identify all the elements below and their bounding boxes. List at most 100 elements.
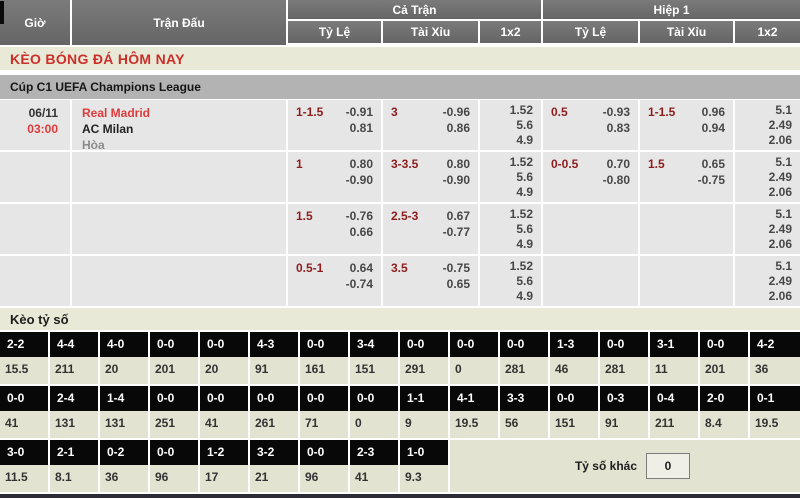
score-bet-cell[interactable]: 4-2 36 <box>750 332 800 384</box>
score-odds: 151 <box>555 416 576 430</box>
league-header[interactable]: Cúp C1 UEFA Champions League <box>0 75 800 100</box>
score-bet-cell[interactable]: 0-0 281 <box>500 332 550 384</box>
ft-over-under-cell[interactable]: 3 -0.96 0.86 <box>383 100 480 150</box>
ft-over-under-cell[interactable]: 3.5 -0.75 0.65 <box>383 256 480 306</box>
h1-over-under-cell[interactable]: 1-1.5 0.96 0.94 <box>640 100 735 150</box>
score-bet-cell[interactable]: 3-2 21 <box>250 440 300 492</box>
h1-over-under-cell[interactable]: 1.5 0.65 -0.75 <box>640 152 735 202</box>
score-bet-cell[interactable]: 1-3 46 <box>550 332 600 384</box>
ft-handicap-line: 0.5-1 <box>296 261 324 275</box>
score-bet-cell[interactable]: 4-1 19.5 <box>450 386 500 438</box>
ft-handicap-line: 1.5 <box>296 209 313 223</box>
score-label: 0-0 <box>300 386 348 411</box>
ft-over-under-cell[interactable]: 2.5-3 0.67 -0.77 <box>383 204 480 254</box>
ft-handicap-cell[interactable]: 0.5-1 0.64 -0.74 <box>288 256 383 306</box>
score-bet-cell[interactable]: 0-0 291 <box>400 332 450 384</box>
ft-over-under-cell[interactable]: 3-3.5 0.80 -0.90 <box>383 152 480 202</box>
score-odds: 91 <box>255 362 269 376</box>
score-bet-cell[interactable]: 2-0 8.4 <box>700 386 750 438</box>
ft-handicap-cell[interactable]: 1 0.80 -0.90 <box>288 152 383 202</box>
ft-handicap-line: 1 <box>296 157 303 171</box>
h1-1x2-cell[interactable]: 5.1 2.49 2.06 <box>735 100 800 150</box>
score-bet-cell[interactable]: 3-1 11 <box>650 332 700 384</box>
score-bet-cell[interactable]: 3-4 151 <box>350 332 400 384</box>
score-bet-cell[interactable]: 0-1 19.5 <box>750 386 800 438</box>
score-section-header: Kèo tỷ số <box>0 308 800 332</box>
score-bet-cell[interactable]: 0-3 91 <box>600 386 650 438</box>
score-label: 0-0 <box>150 386 198 411</box>
score-bet-cell[interactable]: 1-0 9.3 <box>400 440 450 492</box>
score-bet-cell[interactable]: 0-0 0 <box>350 386 400 438</box>
score-bet-cell[interactable]: 2-3 41 <box>350 440 400 492</box>
score-bet-cell[interactable]: 0-0 261 <box>250 386 300 438</box>
col-header-ft-handicap: Tỷ Lệ <box>288 21 383 43</box>
score-bet-cell[interactable]: 0-0 151 <box>550 386 600 438</box>
score-label: 0-4 <box>650 386 698 411</box>
score-bet-cell[interactable]: 0-0 201 <box>150 332 200 384</box>
score-bet-cell[interactable]: 0-0 281 <box>600 332 650 384</box>
bottom-scrollbar[interactable] <box>0 494 800 498</box>
score-bet-cell[interactable]: 0-0 20 <box>200 332 250 384</box>
home-team-name[interactable]: Real Madrid <box>82 106 151 120</box>
match-teams-cell: Real Madrid AC Milan Hòa <box>72 100 288 152</box>
odds-rows: 06/11 03:00 Real Madrid AC Milan Hòa 1-1… <box>0 100 800 308</box>
score-odds: 8.1 <box>55 470 72 484</box>
ft-handicap-cell[interactable]: 1-1.5 -0.91 0.81 <box>288 100 383 150</box>
score-label: 0-0 <box>300 332 348 357</box>
score-odds: 56 <box>505 416 519 430</box>
score-bet-cell[interactable]: 2-2 15.5 <box>0 332 50 384</box>
score-bet-cell[interactable]: 0-0 71 <box>300 386 350 438</box>
h1-1x2-cell[interactable]: 5.1 2.49 2.06 <box>735 152 800 202</box>
score-bet-cell[interactable]: 3-3 56 <box>500 386 550 438</box>
ft-handicap-cell[interactable]: 1.5 -0.76 0.66 <box>288 204 383 254</box>
score-bet-cell[interactable]: 0-0 0 <box>450 332 500 384</box>
ft-1x2-cell[interactable]: 1.52 5.6 4.9 <box>480 256 543 306</box>
score-odds: 131 <box>55 416 76 430</box>
score-odds: 281 <box>505 362 526 376</box>
score-odds: 291 <box>405 362 426 376</box>
h1-over-under-cell <box>640 204 735 254</box>
score-bet-cell[interactable]: 0-0 251 <box>150 386 200 438</box>
score-bet-cell[interactable]: 4-4 211 <box>50 332 100 384</box>
col-header-ft-over-under: Tài Xỉu <box>383 21 480 43</box>
score-bet-cell[interactable]: 0-0 41 <box>0 386 50 438</box>
score-odds: 41 <box>205 416 219 430</box>
score-label: 0-0 <box>250 386 298 411</box>
score-odds: 281 <box>605 362 626 376</box>
score-bet-cell[interactable]: 2-4 131 <box>50 386 100 438</box>
score-odds: 21 <box>255 470 269 484</box>
score-bet-cell[interactable]: 0-0 201 <box>700 332 750 384</box>
score-bet-cell[interactable]: 3-0 11.5 <box>0 440 50 492</box>
h1-1x2-cell[interactable]: 5.1 2.49 2.06 <box>735 256 800 306</box>
ft-1x2-cell[interactable]: 1.52 5.6 4.9 <box>480 204 543 254</box>
score-bet-cell[interactable]: 4-3 91 <box>250 332 300 384</box>
away-team-name[interactable]: AC Milan <box>82 122 134 136</box>
score-bet-cell[interactable]: 2-1 8.1 <box>50 440 100 492</box>
score-bet-cell[interactable]: 4-0 20 <box>100 332 150 384</box>
ft-1x2-cell[interactable]: 1.52 5.6 4.9 <box>480 100 543 150</box>
score-label: 1-2 <box>200 440 248 465</box>
score-bet-cell[interactable]: 0-0 96 <box>300 440 350 492</box>
ft-1x2-cell[interactable]: 1.52 5.6 4.9 <box>480 152 543 202</box>
score-bet-cell[interactable]: 0-0 41 <box>200 386 250 438</box>
h1-1x2-cell[interactable]: 5.1 2.49 2.06 <box>735 204 800 254</box>
score-bet-cell[interactable]: 0-2 36 <box>100 440 150 492</box>
ft-handicap-line: 1-1.5 <box>296 105 324 119</box>
score-bet-cell[interactable]: 1-2 17 <box>200 440 250 492</box>
score-label: 1-0 <box>400 440 448 465</box>
col-header-h1-1x2: 1x2 <box>735 21 800 43</box>
h1-handicap-cell[interactable]: 0.5 -0.93 0.83 <box>543 100 640 150</box>
score-odds: 201 <box>155 362 176 376</box>
score-label: 1-1 <box>400 386 448 411</box>
score-label: 0-0 <box>300 440 348 465</box>
score-label: 2-1 <box>50 440 98 465</box>
score-bet-cell[interactable]: 0-0 161 <box>300 332 350 384</box>
score-label: 4-1 <box>450 386 498 411</box>
other-score-input[interactable]: 0 <box>646 453 690 479</box>
h1-handicap-cell[interactable]: 0-0.5 0.70 -0.80 <box>543 152 640 202</box>
h1-over-under-odds: 0.65 -0.75 <box>697 157 725 187</box>
score-bet-cell[interactable]: 0-4 211 <box>650 386 700 438</box>
score-bet-cell[interactable]: 1-1 9 <box>400 386 450 438</box>
score-bet-cell[interactable]: 0-0 96 <box>150 440 200 492</box>
score-bet-cell[interactable]: 1-4 131 <box>100 386 150 438</box>
